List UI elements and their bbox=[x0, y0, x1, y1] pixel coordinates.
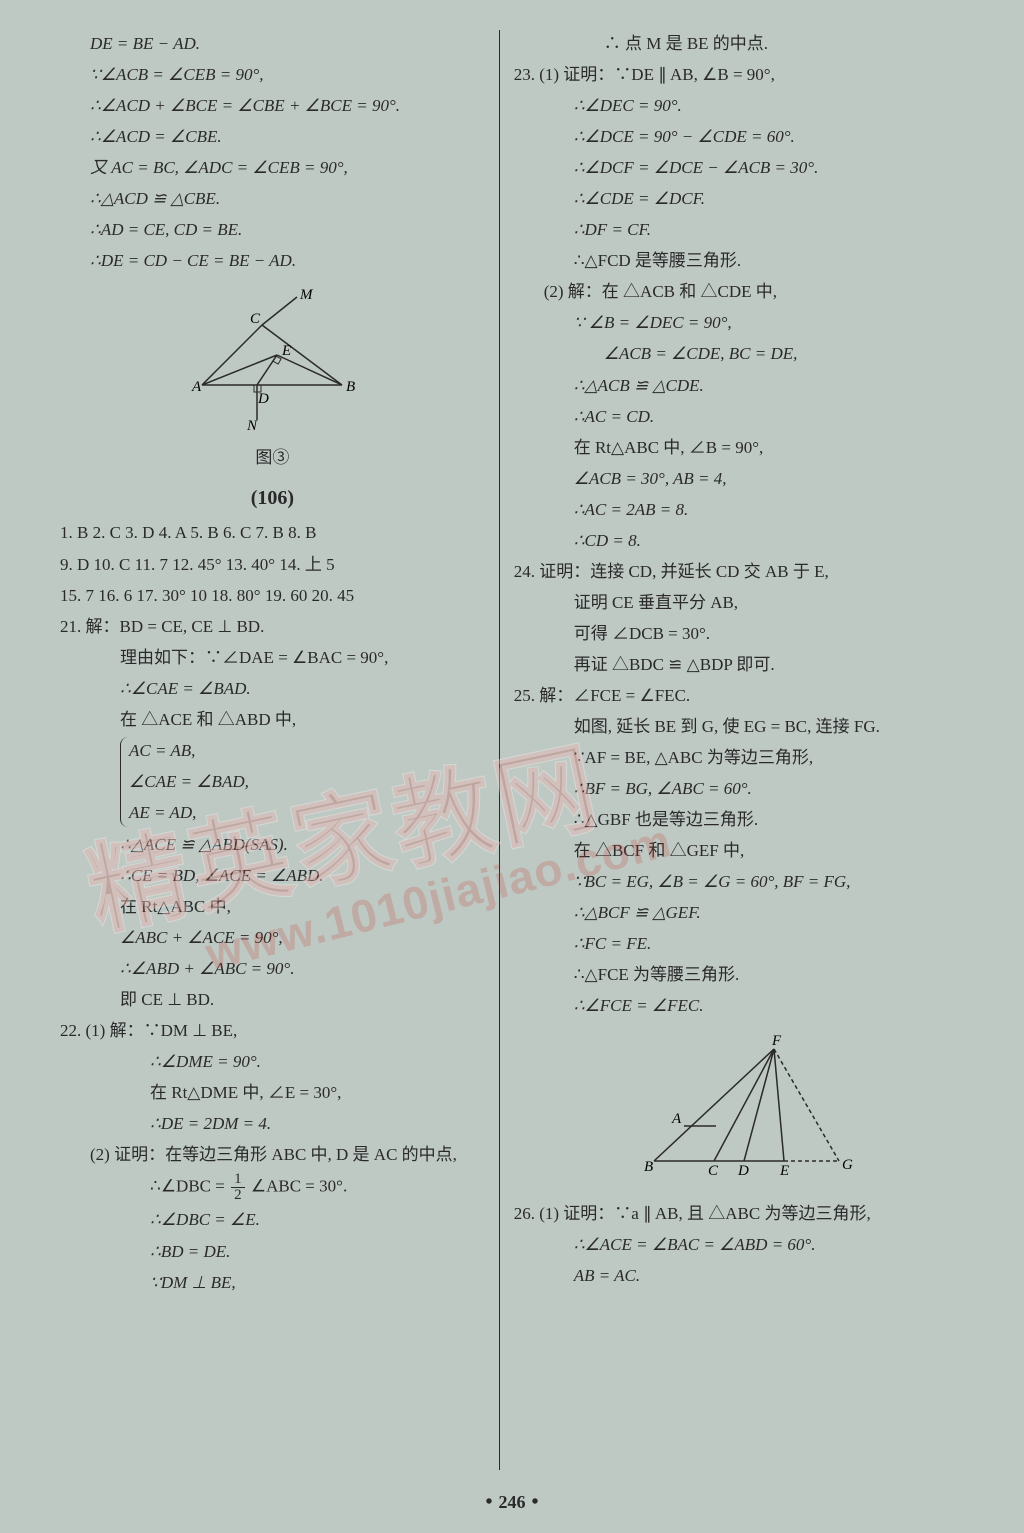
q26-head: 26. (1) 证明：∵a ∥ AB, 且 △ABC 为等边三角形, bbox=[514, 1200, 974, 1228]
page-number: • 246 • bbox=[485, 1486, 538, 1519]
text: ∴∠ACD + ∠BCE = ∠CBE + ∠BCE = 90°. bbox=[60, 92, 485, 120]
text: ∴△FCE 为等腰三角形. bbox=[514, 961, 974, 989]
text: ∴∠ABD + ∠ABC = 90°. bbox=[60, 955, 485, 983]
text: ∴AC = 2AB = 8. bbox=[514, 496, 974, 524]
text: ∴△ACE ≌ △ABD(SAS). bbox=[60, 831, 485, 859]
answers-row: 9. D 10. C 11. 7 12. 45° 13. 40° 14. 上 5 bbox=[60, 551, 485, 579]
text: ∴∠DEC = 90°. bbox=[514, 92, 974, 120]
q24-head: 24. 证明：连接 CD, 并延长 CD 交 AB 于 E, bbox=[514, 558, 974, 586]
svg-text:F: F bbox=[771, 1033, 782, 1049]
answers-row: 15. 7 16. 6 17. 30° 10 18. 80° 19. 60 20… bbox=[60, 582, 485, 610]
text: ∴DF = CF. bbox=[514, 216, 974, 244]
text: ∴∠DBC = 1 2 ∠ABC = 30°. bbox=[60, 1172, 485, 1203]
text: ∴CD = 8. bbox=[514, 527, 974, 555]
text: 即 CE ⊥ BD. bbox=[60, 986, 485, 1014]
q22-1: 22. (1) 解：∵DM ⊥ BE, bbox=[60, 1017, 485, 1045]
text: ∠ABC + ∠ACE = 90°, bbox=[60, 924, 485, 952]
svg-text:B: B bbox=[644, 1159, 653, 1175]
svg-text:N: N bbox=[246, 418, 258, 434]
text: 在 Rt△ABC 中, bbox=[60, 893, 485, 921]
text: ∵∠ACB = ∠CEB = 90°, bbox=[60, 61, 485, 89]
right-column: ∴ 点 M 是 BE 的中点. 23. (1) 证明：∵DE ∥ AB, ∠B … bbox=[499, 30, 974, 1470]
text: ∵AF = BE, △ABC 为等边三角形, bbox=[514, 744, 974, 772]
text: 证明 CE 垂直平分 AB, bbox=[514, 589, 974, 617]
text: 在 △ACE 和 △ABD 中, bbox=[60, 706, 485, 734]
text: ∴BD = DE. bbox=[60, 1238, 485, 1266]
text: ∴BF = BG, ∠ABC = 60°. bbox=[514, 775, 974, 803]
svg-text:B: B bbox=[346, 379, 355, 395]
svg-text:C: C bbox=[250, 311, 261, 327]
text: ∴∠DCE = 90° − ∠CDE = 60°. bbox=[514, 123, 974, 151]
left-column: DE = BE − AD. ∵∠ACB = ∠CEB = 90°, ∴∠ACD … bbox=[60, 30, 499, 1470]
brace-system: AC = AB, ∠CAE = ∠BAD, AE = AD, bbox=[120, 737, 485, 827]
svg-text:C: C bbox=[708, 1163, 719, 1179]
svg-text:A: A bbox=[191, 379, 202, 395]
text: DE = BE − AD. bbox=[60, 30, 485, 58]
text: ∵DM ⊥ BE, bbox=[60, 1269, 485, 1297]
answers-row: 1. B 2. C 3. D 4. A 5. B 6. C 7. B 8. B bbox=[60, 519, 485, 547]
fraction: 1 2 bbox=[231, 1172, 245, 1203]
text: ∵ ∠B = ∠DEC = 90°, bbox=[514, 309, 974, 337]
svg-text:E: E bbox=[281, 343, 291, 359]
bullet-icon: • bbox=[485, 1486, 492, 1519]
text: ∴ 点 M 是 BE 的中点. bbox=[514, 30, 974, 58]
text: ∴△ACB ≌ △CDE. bbox=[514, 372, 974, 400]
text: ∠ACB = ∠CDE, BC = DE, bbox=[514, 340, 974, 368]
text: ∴DE = 2DM = 4. bbox=[60, 1110, 485, 1138]
q22-2-head: (2) 证明：在等边三角形 ABC 中, D 是 AC 的中点, bbox=[60, 1141, 485, 1169]
svg-text:A: A bbox=[671, 1111, 682, 1127]
text: ∴△FCD 是等腰三角形. bbox=[514, 247, 974, 275]
q23-head: 23. (1) 证明：∵DE ∥ AB, ∠B = 90°, bbox=[514, 61, 974, 89]
text: 在 Rt△DME 中, ∠E = 30°, bbox=[60, 1079, 485, 1107]
text: 在 Rt△ABC 中, ∠B = 90°, bbox=[514, 434, 974, 462]
q21-head: 21. 解：BD = CE, CE ⊥ BD. bbox=[60, 613, 485, 641]
bullet-icon: • bbox=[532, 1486, 539, 1519]
text: ∴DE = CD − CE = BE − AD. bbox=[60, 247, 485, 275]
text: AB = AC. bbox=[514, 1262, 974, 1290]
q25-head: 25. 解：∠FCE = ∠FEC. bbox=[514, 682, 974, 710]
text: ∴∠CDE = ∠DCF. bbox=[514, 185, 974, 213]
text: ∴∠DME = 90°. bbox=[60, 1048, 485, 1076]
text: ∴∠DCF = ∠DCE − ∠ACB = 30°. bbox=[514, 154, 974, 182]
text: ∴△BCF ≌ △GEF. bbox=[514, 899, 974, 927]
text: ∴FC = FE. bbox=[514, 930, 974, 958]
text: ∴∠ACD = ∠CBE. bbox=[60, 123, 485, 151]
text: 再证 △BDC ≌ △BDP 即可. bbox=[514, 651, 974, 679]
text: ∴∠ACE = ∠BAC = ∠ABD = 60°. bbox=[514, 1231, 974, 1259]
text: 在 △BCF 和 △GEF 中, bbox=[514, 837, 974, 865]
q23-2-head: (2) 解：在 △ACB 和 △CDE 中, bbox=[514, 278, 974, 306]
text: ∴∠DBC = ∠E. bbox=[60, 1206, 485, 1234]
text: ∵BC = EG, ∠B = ∠G = 60°, BF = FG, bbox=[514, 868, 974, 896]
text: ∴CE = BD, ∠ACE = ∠ABD. bbox=[60, 862, 485, 890]
answers: 1. B 2. C 3. D 4. A 5. B 6. C 7. B 8. B … bbox=[60, 519, 485, 609]
text: 可得 ∠DCB = 30°. bbox=[514, 620, 974, 648]
svg-text:M: M bbox=[299, 287, 314, 303]
svg-text:D: D bbox=[737, 1163, 749, 1179]
text: 又 AC = BC, ∠ADC = ∠CEB = 90°, bbox=[60, 154, 485, 182]
figure-2: F A B C D E G bbox=[514, 1031, 974, 1190]
section-number: (106) bbox=[60, 482, 485, 515]
text: ∴△ACD ≌ △CBE. bbox=[60, 185, 485, 213]
svg-text:G: G bbox=[842, 1157, 853, 1173]
text: 如图, 延长 BE 到 G, 使 EG = BC, 连接 FG. bbox=[514, 713, 974, 741]
text: ∴∠FCE = ∠FEC. bbox=[514, 992, 974, 1020]
text: 理由如下：∵∠DAE = ∠BAC = 90°, bbox=[60, 644, 485, 672]
text: ∴AD = CE, CD = BE. bbox=[60, 216, 485, 244]
figure-1: A B C D E M N 图③ bbox=[60, 285, 485, 472]
figure-caption: 图③ bbox=[60, 444, 485, 472]
text: ∴△GBF 也是等边三角形. bbox=[514, 806, 974, 834]
text: ∠ACB = 30°, AB = 4, bbox=[514, 465, 974, 493]
svg-text:E: E bbox=[779, 1163, 789, 1179]
svg-text:D: D bbox=[257, 391, 269, 407]
text: ∴∠CAE = ∠BAD. bbox=[60, 675, 485, 703]
text: ∴AC = CD. bbox=[514, 403, 974, 431]
